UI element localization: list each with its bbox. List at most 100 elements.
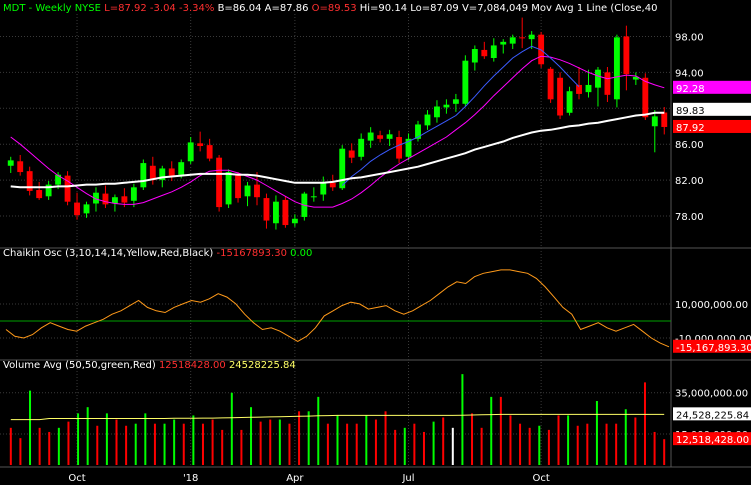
moving-average-magenta [10,55,665,208]
candle-body [519,37,526,39]
candle-body [235,174,241,199]
volume-panel[interactable] [9,374,666,465]
volume-label: Volume Avg (50,50,green,Red) [3,360,156,371]
candle-body [377,135,384,139]
candle-body [17,161,24,173]
price-badge-label: 87.92 [676,123,705,134]
candle-body [26,171,33,191]
candle-body [642,77,649,118]
candle-body [462,60,469,104]
volume-badge [673,407,751,421]
price-badge [673,102,751,116]
candle-body [130,187,137,201]
header-last: L=87.92 [104,3,147,14]
grid-lines [0,0,751,468]
candle-body [509,37,516,44]
volume-badge [673,432,751,446]
price-panel[interactable] [7,17,668,230]
volume-badge-label: 12,518,428.00 [676,435,749,446]
chaikin-label: Chaikin Osc (3,10,14,14,Yellow,Red,Black… [3,248,213,259]
volume-label-line: Volume Avg (50,50,green,Red) 12518428.00… [3,360,296,371]
candle-body [225,172,232,205]
chaikin-panel[interactable] [0,269,671,348]
volume-average-line [10,413,665,421]
price-tick-label: 86.00 [675,140,704,151]
candle-body [595,69,601,88]
price-tick-label: 82.00 [675,176,704,187]
candle-body [528,34,535,40]
candle-body [111,197,118,204]
time-tick-label: Jul [401,473,414,484]
candle-body [452,99,459,104]
time-tick-label: Oct [532,473,549,484]
candle-body [178,162,185,175]
candle-body [661,112,668,127]
price-badge [673,80,751,94]
moving-average-blue [341,45,580,186]
time-tick-label: Apr [286,473,304,484]
chaikin-badge-label: -15,167,893.30 [676,343,751,354]
candle-body [443,104,450,108]
candle-body [415,124,421,139]
header-low: Lo=87.09 [410,3,459,14]
candle-body [45,184,52,197]
candle-body [490,45,497,59]
axes: 98.0094.0090.0086.0082.0078.00Oct'18AprJ… [68,32,751,484]
candle-body [557,77,564,116]
candle-body [244,185,251,197]
time-tick-label: Oct [68,473,85,484]
candle-body [613,37,620,100]
candle-body [291,218,298,224]
volume-avg-value: 24528225.84 [229,360,296,371]
candle-body [604,72,611,95]
candle-body [367,132,374,141]
header-change-pct: -3.34% [179,3,214,14]
candle-body [168,168,175,176]
candle-body [632,76,639,80]
candle-body [348,150,355,158]
candle-body [55,174,62,185]
candle-body [149,165,156,181]
chaikin-badge [673,339,751,353]
header-volume: V=7,084,049 [462,3,528,14]
price-tick-label: 78.00 [675,212,704,223]
chaikin-tick-label: 10,000,000.00 [675,300,748,311]
header-high: Hi=90.14 [360,3,407,14]
candle-body [547,68,554,100]
price-tick-label: 94.00 [675,68,704,79]
chaikin-label-line: Chaikin Osc (3,10,14,14,Yellow,Red,Black… [3,248,312,259]
price-badge-label: 89.83 [676,106,705,117]
candle-body [651,116,658,127]
candle-body [140,163,147,188]
candle-body [576,84,582,94]
candle-body [254,184,260,198]
candle-body [197,143,204,147]
volume-value: 12518428.00 [159,360,226,371]
header-ask: A=87.86 [265,3,309,14]
candle-body [64,175,71,202]
price-tick-label: 98.00 [675,32,704,43]
header-line: MDT - Weekly NYSE L=87.92 -3.04 -3.34% B… [3,3,657,14]
candle-body [424,114,431,126]
candle-body [263,198,270,221]
candle-body [386,134,393,139]
header-symbol: MDT [3,3,26,14]
candle-body [623,36,630,75]
header-mavg-label: Mov Avg 1 Line (Close,40 [531,3,657,14]
chaikin-value2: 0.00 [290,248,312,259]
candle-body [102,193,109,205]
candle-body [396,137,403,159]
header-interval: Weekly [35,3,71,14]
header-sep: - [29,3,36,14]
candle-body [310,196,317,198]
candle-body [405,138,412,157]
moving-average-40-line [10,111,665,189]
candle-body [159,168,166,181]
candle-body [121,196,128,203]
header-open: O=89.53 [312,3,357,14]
candle-body [566,91,573,113]
candle-body [320,182,327,195]
candle-body [93,192,99,204]
candle-body [74,202,80,216]
